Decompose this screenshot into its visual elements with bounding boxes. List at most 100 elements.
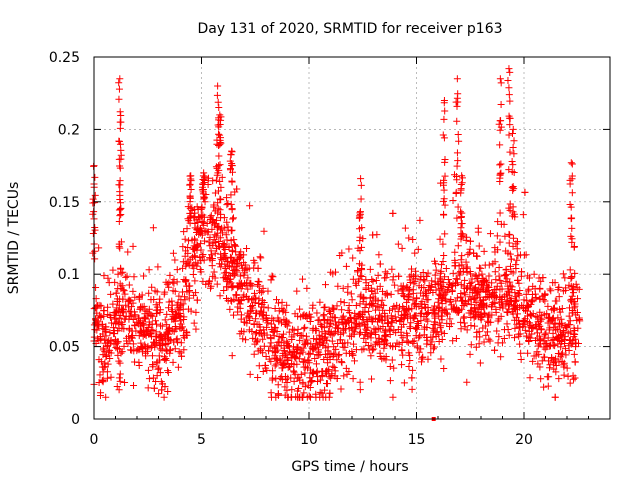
data-point — [550, 356, 558, 364]
data-point — [427, 341, 435, 349]
data-point — [148, 352, 156, 360]
data-point — [446, 315, 454, 323]
data-point — [524, 301, 532, 309]
data-point — [271, 305, 279, 313]
data-point — [364, 332, 372, 340]
data-point — [485, 283, 493, 291]
data-point — [478, 281, 486, 289]
data-point — [115, 357, 123, 365]
data-point — [220, 269, 228, 277]
data-point — [161, 383, 169, 391]
data-point — [435, 337, 443, 345]
data-point — [161, 316, 169, 324]
data-point — [280, 347, 288, 355]
data-point — [267, 393, 275, 401]
data-point — [506, 121, 514, 129]
data-point — [412, 303, 420, 311]
data-point — [246, 281, 254, 289]
data-point — [335, 352, 343, 360]
data-point — [544, 302, 552, 310]
data-point — [568, 309, 576, 317]
data-point — [506, 250, 514, 258]
data-point — [485, 335, 493, 343]
data-point — [125, 307, 133, 315]
data-point — [438, 284, 446, 292]
data-point — [405, 362, 413, 370]
data-point — [199, 277, 207, 285]
data-point — [295, 355, 303, 363]
data-point — [387, 290, 395, 298]
data-point — [494, 218, 502, 226]
data-point — [564, 372, 572, 380]
data-point — [309, 326, 317, 334]
data-point — [168, 297, 176, 305]
data-point — [342, 325, 350, 333]
data-point — [135, 362, 143, 370]
data-point — [99, 378, 107, 386]
data-point — [239, 335, 247, 343]
data-point — [325, 366, 333, 374]
data-point — [356, 322, 364, 330]
data-point — [121, 378, 129, 386]
data-point — [215, 187, 223, 195]
data-point — [362, 325, 370, 333]
data-point — [274, 356, 282, 364]
data-point — [496, 161, 504, 169]
data-point — [261, 361, 269, 369]
data-point — [267, 335, 275, 343]
data-point — [283, 337, 291, 345]
data-point — [546, 285, 554, 293]
data-point — [199, 252, 207, 260]
data-point — [108, 319, 116, 327]
chart-title: Day 131 of 2020, SRMTID for receiver p16… — [197, 21, 502, 37]
data-point — [502, 277, 510, 285]
data-point — [368, 317, 376, 325]
data-point — [101, 359, 109, 367]
data-point — [352, 302, 360, 310]
data-point — [496, 75, 504, 83]
data-point — [429, 289, 437, 297]
data-point — [423, 296, 431, 304]
data-point — [217, 210, 225, 218]
data-point — [166, 271, 174, 279]
x-tick-labels: 0 5 10 15 20 — [90, 432, 533, 448]
data-point — [94, 335, 102, 343]
data-point — [417, 284, 425, 292]
data-point — [285, 319, 293, 327]
data-point — [278, 298, 286, 306]
data-point — [274, 390, 282, 398]
data-point — [91, 255, 99, 263]
data-point — [513, 256, 521, 264]
data-point — [115, 217, 123, 225]
data-point — [293, 287, 301, 295]
data-point — [204, 174, 212, 182]
data-point — [155, 352, 163, 360]
data-point — [228, 226, 236, 234]
data-point — [427, 283, 435, 291]
data-point — [129, 287, 137, 295]
data-point — [347, 323, 355, 331]
data-point — [257, 347, 265, 355]
data-point — [242, 336, 250, 344]
data-point — [288, 386, 296, 394]
data-point — [245, 312, 253, 320]
data-point — [506, 206, 514, 214]
data-point — [532, 313, 540, 321]
data-point — [109, 266, 117, 274]
data-point — [513, 238, 521, 246]
data-point — [303, 314, 311, 322]
data-point — [557, 315, 565, 323]
data-point — [360, 295, 368, 303]
data-point — [218, 256, 226, 264]
data-point — [201, 227, 209, 235]
data-point — [160, 290, 168, 298]
data-point — [163, 280, 171, 288]
data-point — [189, 253, 197, 261]
data-point — [396, 303, 404, 311]
y-tick-label: 0.15 — [49, 195, 80, 211]
data-point — [343, 370, 351, 378]
data-point — [246, 202, 254, 210]
data-point — [210, 203, 218, 211]
data-point — [181, 278, 189, 286]
data-point — [562, 286, 570, 294]
